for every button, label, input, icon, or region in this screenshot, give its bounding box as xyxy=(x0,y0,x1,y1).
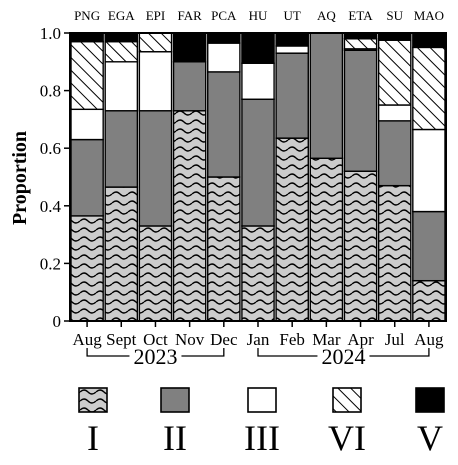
bar-segment-V-0 xyxy=(70,32,104,43)
bar-segment-II-10 xyxy=(412,210,446,282)
y-tick-label-5: 1.0 xyxy=(40,24,61,43)
top-label-2: EPI xyxy=(146,8,166,23)
bar-segment-I-4 xyxy=(207,176,241,322)
bar-segment-III-1 xyxy=(104,61,139,112)
legend-label-III: III xyxy=(244,418,280,458)
bar-segment-VI-10 xyxy=(412,46,446,131)
top-label-10: MAO xyxy=(414,8,444,23)
bar-segment-V-5 xyxy=(241,32,275,64)
legend-label-VI: VI xyxy=(328,418,366,458)
top-label-6: UT xyxy=(284,8,301,23)
year-bracket-0 xyxy=(86,348,225,357)
bar-segment-I-6 xyxy=(275,137,309,322)
bar-segment-II-7 xyxy=(309,32,344,159)
x-tick-label-7: Mar xyxy=(312,330,341,349)
legend-label-V: V xyxy=(417,418,443,458)
bar-segment-I-1 xyxy=(104,186,139,322)
bar-segment-I-9 xyxy=(377,184,412,322)
top-label-4: PCA xyxy=(211,8,237,23)
bar-segment-I-0 xyxy=(70,215,104,322)
year-bracket-1 xyxy=(257,348,430,357)
y-tick-label-4: 0.8 xyxy=(40,82,61,101)
legend-swatch-V xyxy=(415,387,445,413)
year-label-1: 2024 xyxy=(321,344,365,369)
x-tick-label-8: Apr xyxy=(347,330,374,349)
bar-segment-III-9 xyxy=(377,104,412,122)
bar-segment-V-1 xyxy=(104,32,139,43)
bar-segment-V-4 xyxy=(207,32,241,44)
legend-swatch-VI xyxy=(332,387,362,413)
top-label-0: PNG xyxy=(74,8,100,23)
year-label-0: 2023 xyxy=(133,344,177,369)
top-label-8: ETA xyxy=(348,8,373,23)
x-tick-label-0: Aug xyxy=(72,330,102,349)
bar-segment-I-7 xyxy=(309,157,344,322)
legend-swatch-I xyxy=(78,387,108,413)
legend-label-II: II xyxy=(163,418,187,458)
bar-segment-I-3 xyxy=(172,110,207,322)
bar-segment-II-8 xyxy=(343,49,378,172)
legend-swatch-II xyxy=(160,387,190,413)
x-tick-label-5: Jan xyxy=(247,330,270,349)
x-tick-label-9: Jul xyxy=(385,330,405,349)
bar-segment-V-10 xyxy=(412,32,446,49)
x-tick-label-10: Aug xyxy=(414,330,444,349)
x-tick-label-3: Nov xyxy=(175,330,205,349)
bar-segment-II-6 xyxy=(275,52,309,139)
bar-segment-V-9 xyxy=(377,32,412,41)
bar-segment-II-4 xyxy=(207,71,241,178)
top-label-9: SU xyxy=(386,8,403,23)
y-tick-label-1: 0.2 xyxy=(40,254,61,273)
bar-segment-II-2 xyxy=(138,110,173,227)
legend-swatch-III xyxy=(247,387,277,413)
bar-segment-II-3 xyxy=(172,61,207,112)
legend-label-I: I xyxy=(87,418,99,458)
bar-segment-V-6 xyxy=(275,32,309,47)
y-tick-label-2: 0.4 xyxy=(40,197,62,216)
bar-segment-II-5 xyxy=(241,98,275,227)
top-label-3: FAR xyxy=(177,8,202,23)
y-tick-label-3: 0.6 xyxy=(40,139,61,158)
top-label-7: AQ xyxy=(317,8,336,23)
bar-segment-III-0 xyxy=(70,108,104,141)
bar-segment-III-2 xyxy=(138,51,173,112)
bar-segment-VI-0 xyxy=(70,40,104,111)
bar-segment-III-10 xyxy=(412,128,446,213)
bar-segment-I-2 xyxy=(138,225,173,322)
bar-segment-II-0 xyxy=(70,138,104,217)
bar-segment-VI-2 xyxy=(138,32,173,53)
y-axis-label: Proportion xyxy=(9,131,31,225)
bar-segment-II-1 xyxy=(104,110,139,188)
bar-segment-I-8 xyxy=(343,170,378,322)
x-tick-label-1: Sept xyxy=(106,330,137,349)
bar-segment-III-6 xyxy=(275,45,309,54)
legend: I II III VI V xyxy=(78,387,445,458)
bar-segment-I-5 xyxy=(241,225,275,322)
top-label-5: HU xyxy=(249,8,268,23)
x-tick-label-2: Oct xyxy=(143,330,168,349)
bar-segment-III-5 xyxy=(241,62,275,100)
y-tick-label-0: 0 xyxy=(53,312,62,331)
bar-segment-II-9 xyxy=(377,120,412,187)
bar-segment-VI-8 xyxy=(343,38,378,50)
bar-segment-VI-9 xyxy=(377,39,412,106)
x-tick-label-4: Dec xyxy=(210,330,238,349)
bar-segment-III-4 xyxy=(207,42,241,73)
plot-area: 0 0.2 0.4 0.6 0.8 1.0 PNG EGA EPI FAR PCA HU UT AQ ETA… xyxy=(40,8,447,369)
bar-segment-VI-1 xyxy=(104,40,139,63)
bar-segment-V-3 xyxy=(172,32,207,63)
bar-segment-I-10 xyxy=(412,279,446,322)
x-tick-label-6: Feb xyxy=(279,330,305,349)
top-label-1: EGA xyxy=(108,8,135,23)
